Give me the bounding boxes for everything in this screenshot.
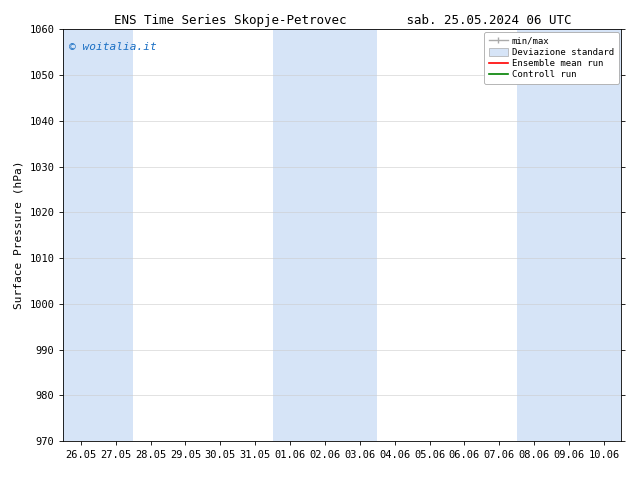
Bar: [517, 29, 621, 441]
Bar: [63, 29, 133, 441]
Y-axis label: Surface Pressure (hPa): Surface Pressure (hPa): [14, 161, 24, 310]
Legend: min/max, Deviazione standard, Ensemble mean run, Controll run: min/max, Deviazione standard, Ensemble m…: [484, 32, 619, 84]
Title: ENS Time Series Skopje-Petrovec        sab. 25.05.2024 06 UTC: ENS Time Series Skopje-Petrovec sab. 25.…: [113, 14, 571, 27]
Text: © woitalia.it: © woitalia.it: [69, 42, 157, 52]
Bar: [273, 29, 377, 441]
